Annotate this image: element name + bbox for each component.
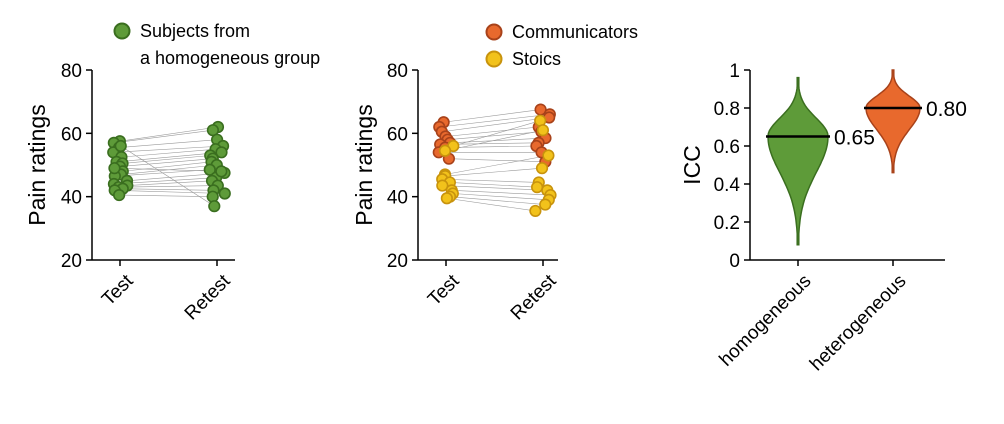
legend-label: Communicators [512, 22, 638, 42]
y-tick-label: 60 [61, 124, 82, 145]
pair-line [452, 193, 549, 201]
pair-line [120, 145, 215, 207]
y-tick-label: 20 [387, 251, 408, 272]
pair-line [446, 197, 536, 212]
legend-label: Stoics [512, 49, 561, 69]
y-tick-label: 20 [61, 251, 82, 272]
violin-homogeneous [767, 76, 829, 246]
data-point [203, 163, 216, 176]
pair-line [445, 167, 543, 177]
pair-line [122, 161, 212, 172]
data-point [218, 187, 231, 200]
legend-marker [113, 22, 131, 40]
pair-line [119, 139, 218, 148]
pair-line [451, 190, 551, 196]
x-tick-label: Retest [181, 270, 235, 324]
data-point [438, 144, 452, 157]
y-tick-label: 80 [61, 61, 82, 82]
pair-line [116, 152, 222, 163]
pair-line [447, 131, 542, 140]
x-tick-label: homogeneous [716, 271, 816, 371]
y-tick-label: 0 [729, 251, 740, 272]
pair-line [444, 129, 543, 152]
pair-line [449, 182, 538, 188]
pair-line [119, 194, 213, 197]
data-point [531, 181, 544, 194]
pair-line [450, 137, 546, 144]
y-tick-label: 0.6 [714, 137, 740, 158]
data-point [535, 162, 549, 175]
violin-heterogeneous [865, 69, 921, 174]
data-point [114, 139, 127, 153]
y-axis-label: Pain ratings [351, 104, 377, 225]
pair-line [121, 148, 216, 158]
y-tick-label: 40 [61, 188, 82, 209]
panel-heterogeneous-paired: 20 40 60 80 Test Retest Pain ratings Communicat… [351, 22, 638, 324]
y-axis-label: Pain ratings [24, 104, 50, 225]
y-tick-label: 40 [387, 188, 408, 209]
y-tick-label: 0.4 [714, 175, 741, 196]
pair-line [122, 188, 214, 191]
legend-marker [485, 50, 503, 68]
x-tick-label: Test [424, 270, 464, 310]
pair-line [113, 129, 213, 144]
data-point [208, 200, 221, 213]
pair-line [127, 180, 213, 186]
pair-line [442, 178, 539, 183]
legend-label: a homogeneous group [140, 48, 320, 68]
median-label: 0.65 [834, 127, 875, 150]
y-tick-label: 80 [387, 61, 408, 82]
pair-line [445, 126, 539, 137]
pair-line [442, 185, 548, 191]
pair-line [113, 145, 224, 153]
pair-line [119, 158, 213, 167]
data-point [215, 146, 228, 159]
pair-line [449, 196, 546, 205]
pair-line [441, 117, 550, 133]
x-tick-label: Retest [507, 270, 561, 324]
y-tick-label: 1 [729, 61, 740, 82]
x-tick-label: Test [98, 270, 138, 310]
data-point [536, 124, 550, 137]
pair-line [448, 158, 546, 163]
y-axis-label: ICC [679, 145, 705, 185]
data-point [440, 192, 453, 205]
pair-line [444, 155, 549, 175]
panel-homogeneous-paired: 20 40 60 80 Test Retest Pain ratings Subjects f… [24, 21, 320, 324]
pair-line [453, 120, 541, 147]
data-point [113, 188, 126, 202]
y-tick-label: 60 [387, 124, 408, 145]
data-point [529, 204, 542, 218]
pair-line [118, 185, 218, 188]
x-tick-label: heterogeneous [806, 271, 910, 375]
data-point [539, 198, 552, 211]
data-point [215, 165, 228, 178]
data-point [436, 179, 449, 192]
pair-line [114, 167, 222, 172]
pair-line [119, 126, 219, 142]
pair-line [122, 155, 211, 164]
data-point [108, 162, 121, 175]
legend-label: Subjects from [140, 21, 250, 41]
legend-marker [485, 23, 503, 41]
y-tick-label: 0.8 [714, 99, 740, 120]
y-tick-label: 0.2 [714, 213, 740, 234]
median-label: 0.80 [926, 98, 967, 121]
data-point [542, 149, 555, 162]
pair-line [114, 190, 225, 194]
pair-line [443, 109, 541, 123]
pair-line [439, 114, 550, 128]
